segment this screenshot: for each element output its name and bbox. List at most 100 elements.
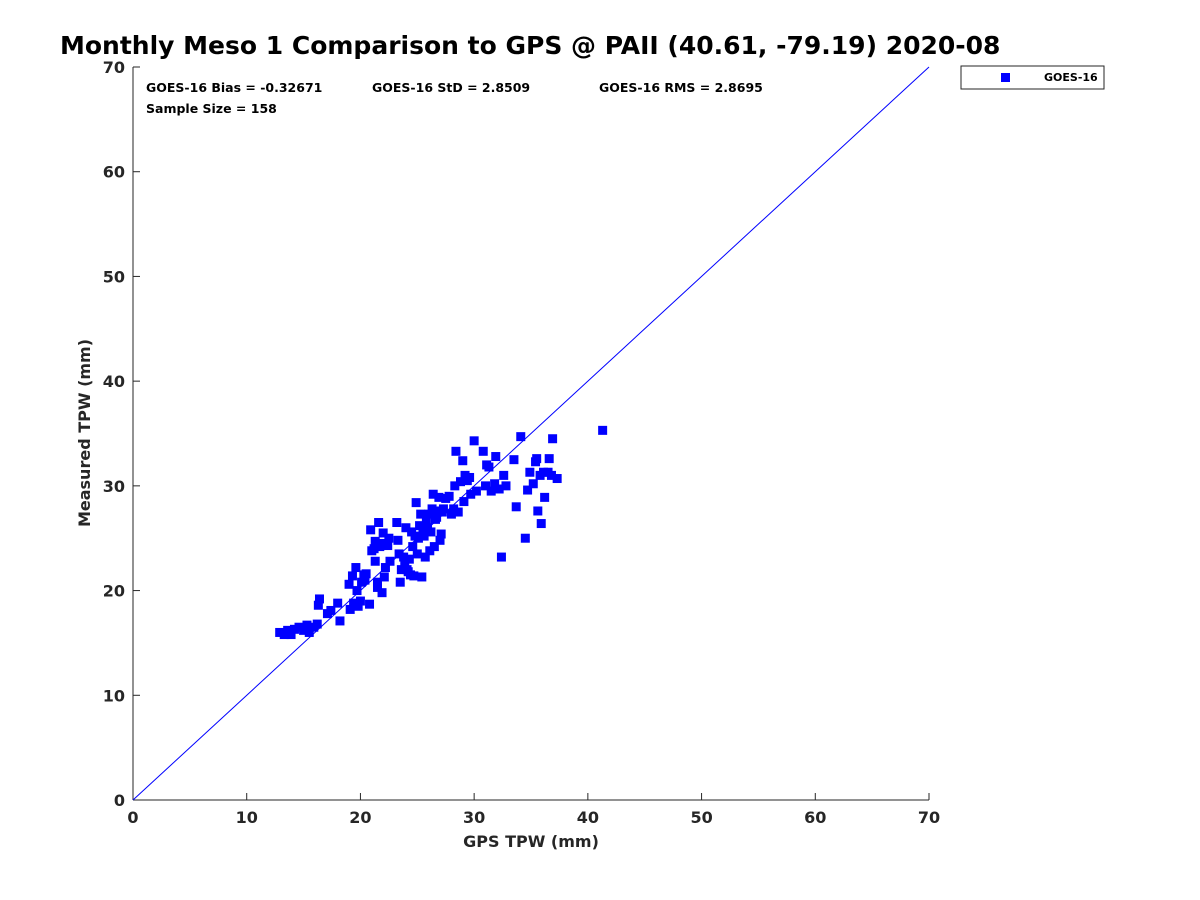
data-point bbox=[372, 582, 382, 592]
data-point bbox=[451, 446, 461, 456]
data-point bbox=[509, 455, 519, 465]
data-point bbox=[383, 541, 393, 551]
data-point bbox=[425, 546, 435, 556]
data-point bbox=[481, 481, 491, 491]
data-points bbox=[275, 425, 608, 640]
data-point bbox=[458, 456, 468, 466]
y-axis-label: Measured TPW (mm) bbox=[75, 339, 94, 527]
data-point bbox=[370, 536, 380, 546]
data-point bbox=[539, 467, 549, 477]
data-point bbox=[374, 518, 384, 528]
data-point bbox=[355, 596, 365, 606]
data-point bbox=[366, 525, 376, 535]
data-point bbox=[335, 616, 345, 626]
data-point bbox=[299, 625, 309, 635]
data-point bbox=[384, 533, 394, 543]
data-point bbox=[426, 527, 436, 537]
data-point bbox=[347, 571, 357, 581]
legend-label: GOES-16 bbox=[1044, 71, 1098, 84]
x-tick-label: 60 bbox=[804, 808, 826, 827]
data-point bbox=[453, 507, 463, 517]
data-point bbox=[418, 525, 428, 535]
data-point bbox=[286, 630, 296, 640]
plot-axes bbox=[132, 67, 929, 801]
rms-stat: GOES-16 RMS = 2.8695 bbox=[599, 80, 763, 95]
data-point bbox=[372, 577, 382, 587]
data-point bbox=[460, 470, 470, 480]
data-point bbox=[394, 549, 404, 559]
data-point bbox=[469, 436, 479, 446]
data-point bbox=[434, 492, 444, 502]
data-point bbox=[416, 509, 426, 519]
x-tick-label: 40 bbox=[577, 808, 599, 827]
data-point bbox=[302, 620, 312, 630]
data-point bbox=[523, 485, 533, 495]
data-point bbox=[455, 477, 465, 487]
data-point bbox=[450, 481, 460, 491]
data-point bbox=[552, 474, 562, 484]
data-point bbox=[377, 588, 387, 598]
data-point bbox=[427, 504, 437, 514]
data-point bbox=[501, 481, 511, 491]
data-point bbox=[399, 552, 409, 562]
data-point bbox=[333, 598, 343, 608]
data-point bbox=[486, 486, 496, 496]
data-point bbox=[326, 605, 336, 615]
legend-box bbox=[960, 65, 1105, 90]
data-point bbox=[446, 509, 456, 519]
data-point bbox=[511, 502, 521, 512]
data-point bbox=[419, 531, 429, 541]
data-point bbox=[540, 492, 550, 502]
data-point bbox=[365, 599, 375, 609]
data-point bbox=[428, 489, 438, 499]
data-point bbox=[275, 627, 285, 637]
data-point bbox=[444, 491, 454, 501]
data-point bbox=[312, 619, 322, 629]
y-tick-label: 70 bbox=[103, 58, 125, 77]
data-point bbox=[314, 594, 324, 604]
data-point bbox=[433, 506, 443, 516]
data-point bbox=[484, 462, 494, 472]
data-point bbox=[417, 572, 427, 582]
data-point bbox=[436, 529, 446, 539]
data-point bbox=[360, 575, 370, 585]
data-point bbox=[533, 506, 543, 516]
data-point bbox=[424, 509, 434, 519]
data-point bbox=[548, 434, 558, 444]
data-point bbox=[349, 598, 359, 608]
data-point bbox=[536, 519, 546, 529]
data-point bbox=[544, 454, 554, 464]
data-point bbox=[351, 563, 361, 573]
data-point bbox=[392, 518, 402, 528]
data-point bbox=[546, 470, 556, 480]
stats-panel: GOES-16 Bias = -0.32671 GOES-16 StD = 2.… bbox=[146, 80, 763, 116]
legend: GOES-16 bbox=[960, 65, 1105, 90]
x-ticks: 0 10 20 30 40 50 60 70 bbox=[127, 793, 940, 827]
data-point bbox=[516, 432, 526, 442]
data-point bbox=[411, 498, 421, 508]
data-point bbox=[396, 565, 406, 575]
data-point bbox=[345, 604, 355, 614]
y-ticks: 0 10 20 30 40 50 60 70 bbox=[103, 58, 140, 810]
data-point bbox=[466, 489, 476, 499]
data-point bbox=[289, 624, 299, 634]
data-point bbox=[471, 486, 481, 496]
x-tick-label: 0 bbox=[127, 808, 138, 827]
data-point bbox=[494, 484, 504, 494]
data-point bbox=[294, 622, 304, 632]
data-point bbox=[352, 586, 362, 596]
data-point bbox=[532, 454, 542, 464]
bias-stat: GOES-16 Bias = -0.32671 bbox=[146, 80, 322, 95]
x-tick-label: 20 bbox=[349, 808, 371, 827]
data-point bbox=[421, 518, 431, 528]
data-point bbox=[380, 563, 390, 573]
data-point bbox=[525, 467, 535, 477]
y-tick-label: 10 bbox=[103, 686, 125, 705]
x-axis-label: GPS TPW (mm) bbox=[463, 832, 599, 851]
data-point bbox=[304, 627, 314, 637]
data-point bbox=[413, 533, 423, 543]
data-point bbox=[361, 569, 371, 579]
y-tick-label: 20 bbox=[103, 582, 125, 601]
std-stat: GOES-16 StD = 2.8509 bbox=[372, 80, 530, 95]
